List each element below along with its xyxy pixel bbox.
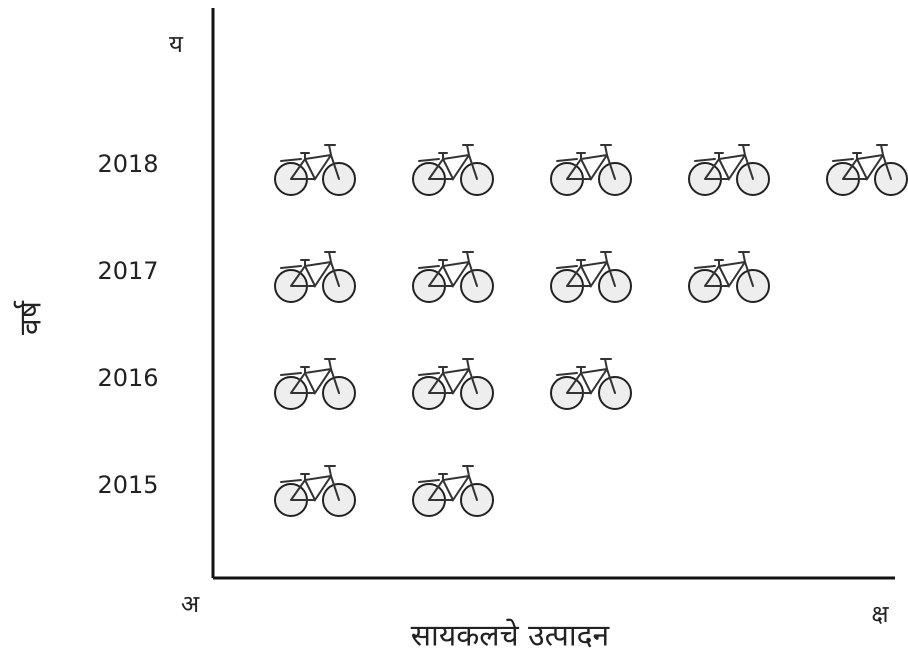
bicycle-icon bbox=[412, 251, 494, 303]
bicycle-icon bbox=[550, 358, 632, 410]
y-tick-label: 2016 bbox=[97, 364, 158, 392]
bicycle-icon bbox=[274, 251, 356, 303]
y-tick-label: 2017 bbox=[97, 257, 158, 285]
bicycle-icon bbox=[412, 465, 494, 517]
bicycle-icon bbox=[550, 144, 632, 196]
icon-row bbox=[274, 251, 770, 303]
y-tick-label: 2015 bbox=[97, 471, 158, 499]
x-axis-title: सायकलचे उत्पादन bbox=[411, 619, 611, 654]
bicycle-icon bbox=[412, 358, 494, 410]
bicycle-icon bbox=[274, 465, 356, 517]
y-axis-title: वर्ष bbox=[14, 300, 49, 335]
icon-row bbox=[274, 465, 494, 517]
bicycle-icon bbox=[688, 251, 770, 303]
bicycle-icon bbox=[412, 144, 494, 196]
bicycle-icon bbox=[274, 358, 356, 410]
y-axis-end-label: य bbox=[169, 30, 184, 58]
y-tick-label: 2018 bbox=[97, 150, 158, 178]
x-axis-end-label: क्ष bbox=[871, 600, 889, 628]
bicycle-icon bbox=[826, 144, 908, 196]
bicycle-icon bbox=[550, 251, 632, 303]
bicycle-icon bbox=[688, 144, 770, 196]
bicycle-icon bbox=[274, 144, 356, 196]
icon-row bbox=[274, 144, 908, 196]
origin-label: अ bbox=[181, 590, 200, 618]
icon-row bbox=[274, 358, 632, 410]
